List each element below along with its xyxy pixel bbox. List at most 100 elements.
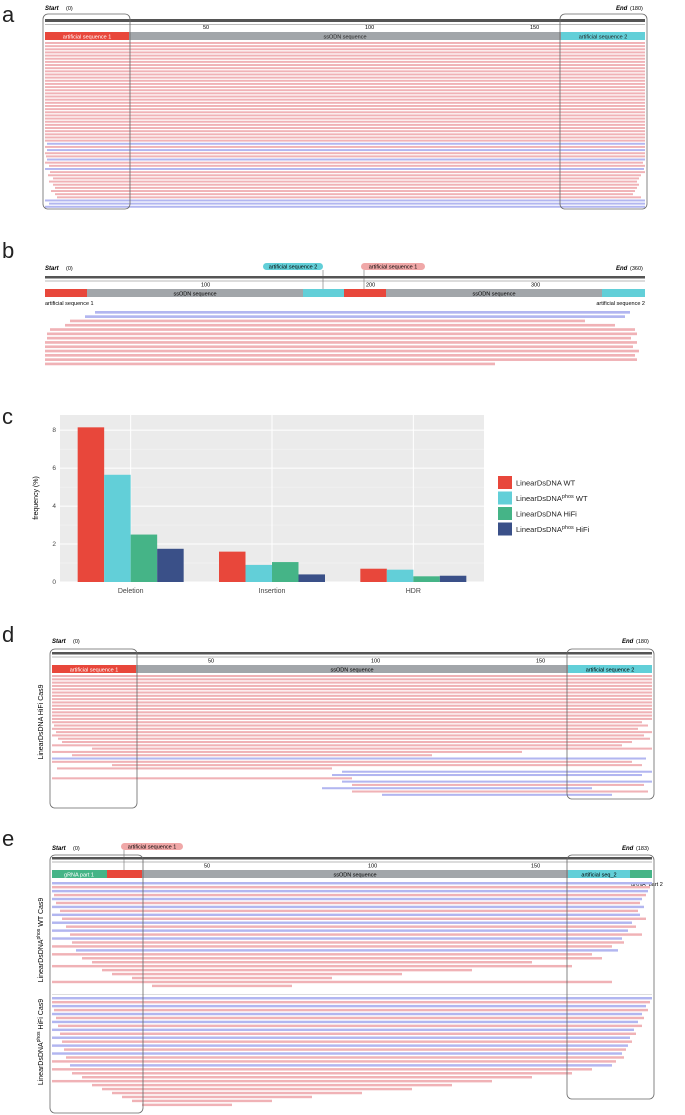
legend-swatch — [498, 491, 512, 505]
read-bar — [57, 196, 641, 199]
sequence-ruler — [52, 857, 652, 860]
panel-letter-a: a — [2, 2, 15, 27]
tick-label: 200 — [366, 283, 375, 289]
read-bar — [52, 757, 646, 760]
tick-label: 150 — [531, 864, 540, 870]
highlight-box-right — [559, 13, 648, 210]
legend-swatch — [498, 476, 512, 489]
x-tick-label: Insertion — [259, 588, 286, 595]
read-bar — [45, 139, 645, 142]
read-bar — [92, 747, 652, 750]
read-bar — [45, 358, 637, 361]
read-bar — [56, 1016, 644, 1020]
end-value: (180) — [636, 639, 649, 645]
below-label: gRNA_part 2 — [631, 882, 663, 888]
read-bar — [45, 51, 645, 54]
callout-artificial-2 — [263, 263, 323, 270]
legend-label: LinearDsDNAphos HiFi — [516, 525, 590, 534]
read-bar — [52, 688, 652, 691]
track-label: LinearDsDNAphos HiFi Cas9 — [36, 999, 45, 1085]
read-bar — [66, 925, 636, 928]
read-bar — [82, 1076, 532, 1079]
read-bar — [82, 957, 602, 960]
read-bar — [85, 315, 625, 318]
read-bar — [52, 760, 632, 763]
read-bar — [47, 332, 637, 336]
read-bar — [62, 1040, 632, 1043]
read-bar — [52, 717, 652, 720]
tick-label: 150 — [536, 659, 545, 665]
read-bar — [52, 691, 652, 694]
y-tick-label: 0 — [52, 579, 56, 586]
read-bar — [45, 145, 645, 148]
sequence-ruler — [45, 19, 645, 22]
bar — [77, 427, 105, 582]
read-bar — [45, 117, 645, 120]
bar — [157, 548, 184, 582]
highlight-box-right — [566, 648, 655, 800]
read-bar — [45, 127, 645, 130]
panel-letter-e: e — [2, 826, 15, 851]
read-bar — [49, 180, 637, 183]
read-bar — [52, 905, 644, 909]
sequence-ruler — [45, 276, 645, 279]
legend: LinearDsDNA WT LinearDsDNAphos WT LinearDs… — [498, 476, 590, 536]
read-bar — [52, 777, 352, 780]
bar — [386, 569, 414, 582]
read-bar — [52, 704, 652, 707]
start-value: (0) — [66, 6, 73, 12]
segment-label: gRNA part 1 — [64, 872, 94, 878]
segment-artificial-1 — [107, 870, 142, 878]
segment-ssodn — [136, 665, 568, 673]
read-bar — [45, 120, 645, 123]
read-bar — [45, 82, 645, 85]
tick-label: 50 — [204, 864, 210, 870]
read-bar — [52, 889, 648, 893]
read-bar — [45, 111, 645, 114]
track-label: LinearDsDNAphos WT Cas9 — [36, 898, 45, 983]
segment-label: ssODN sequence — [330, 667, 373, 673]
read-bar — [45, 101, 645, 104]
read-bar — [52, 711, 652, 714]
read-bar — [45, 123, 645, 126]
read-bar — [53, 177, 639, 180]
read-bar — [65, 323, 615, 327]
panel-b: artificial sequence 2 artificial sequenc… — [45, 263, 645, 366]
read-bar — [92, 1083, 452, 1087]
read-alignment-track — [52, 675, 652, 796]
segment-ssodn — [87, 289, 303, 297]
segment-label: artificial seq_2 — [581, 872, 616, 878]
end-label: End — [616, 266, 628, 272]
bar — [360, 568, 387, 582]
end-label: End — [622, 846, 634, 852]
bar — [298, 574, 325, 582]
end-label: End — [622, 639, 634, 645]
read-bar — [45, 114, 645, 117]
read-bar — [45, 136, 645, 139]
read-bar — [342, 780, 652, 783]
read-bar — [45, 64, 645, 67]
read-bar — [52, 1060, 616, 1063]
end-label: End — [616, 6, 628, 12]
read-bar — [55, 186, 637, 189]
read-bar — [50, 171, 645, 174]
read-bar — [45, 57, 645, 60]
read-bar — [51, 190, 635, 193]
read-bar — [45, 73, 645, 76]
read-bar — [52, 1000, 650, 1004]
start-label: Start — [45, 6, 60, 12]
bar — [104, 474, 131, 582]
start-value: (0) — [73, 639, 80, 645]
read-bar — [52, 1004, 646, 1008]
read-bar — [54, 893, 646, 897]
read-bar — [52, 675, 652, 678]
start-value: (0) — [66, 266, 73, 272]
read-bar — [58, 737, 650, 740]
read-bar — [112, 1091, 362, 1095]
segment-ssodn — [386, 289, 602, 297]
read-bar — [52, 897, 642, 901]
read-bar — [102, 968, 472, 972]
read-bar — [45, 98, 645, 101]
read-bar — [152, 984, 292, 988]
read-bar — [45, 42, 645, 44]
